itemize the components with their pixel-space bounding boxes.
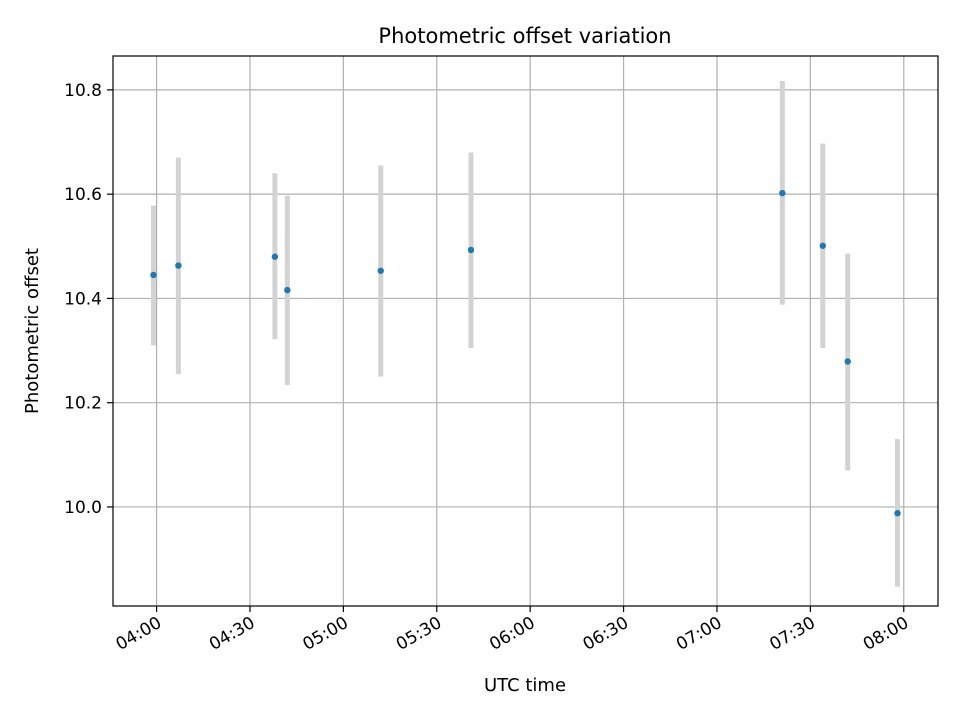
data-point (377, 267, 384, 274)
grid (113, 56, 938, 606)
x-axis-label: UTC time (484, 675, 566, 696)
y-tick-label: 10.2 (64, 394, 102, 414)
y-axis-ticks: 10.0 10.2 10.4 10.6 10.8 (64, 81, 113, 518)
data-point (271, 253, 279, 260)
y-tick-label: 10.0 (64, 498, 102, 518)
data-point (779, 189, 786, 197)
y-axis-label: Photometric offset (22, 248, 43, 414)
y-tick-label: 10.4 (64, 289, 102, 309)
data-point (150, 271, 157, 279)
data-point (894, 510, 901, 517)
chart-title: Photometric offset variation (378, 24, 671, 48)
data-point (175, 262, 182, 269)
data-point (844, 358, 851, 365)
y-tick-label: 10.6 (64, 185, 102, 205)
data-points (150, 189, 901, 517)
data-point (284, 286, 291, 294)
data-point (467, 246, 475, 254)
y-tick-label: 10.8 (64, 81, 102, 101)
data-point (819, 242, 827, 249)
plot-area-frame (112, 55, 939, 607)
